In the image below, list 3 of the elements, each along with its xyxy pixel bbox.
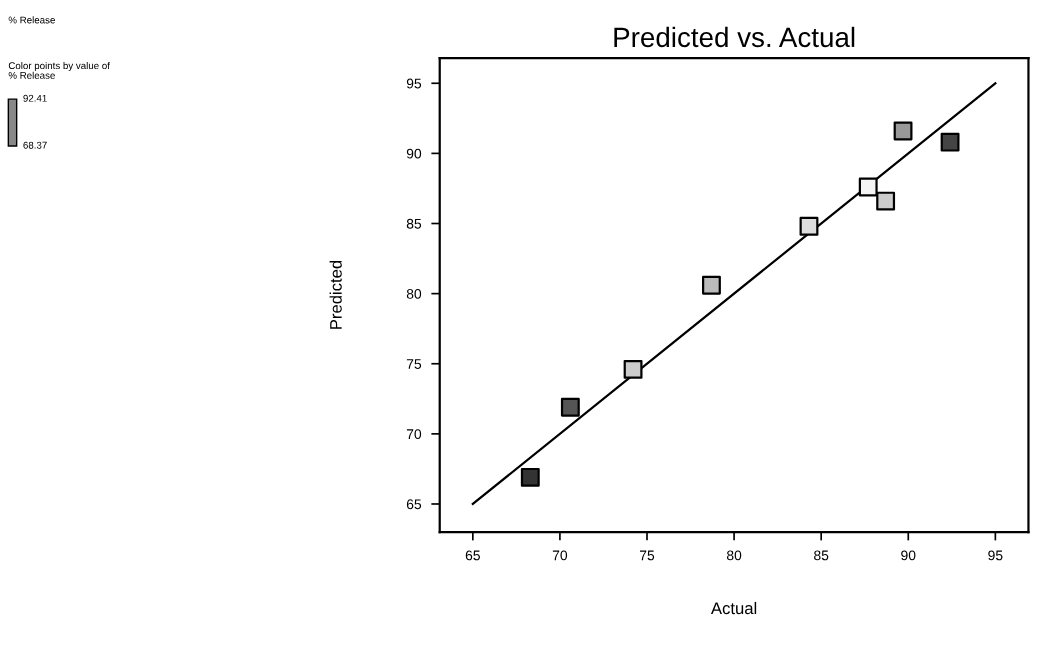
y-axis-title: Predicted [329, 260, 342, 329]
x-axis-title: Actual [710, 601, 757, 615]
chart-title: Predicted vs. Actual [614, 26, 855, 48]
